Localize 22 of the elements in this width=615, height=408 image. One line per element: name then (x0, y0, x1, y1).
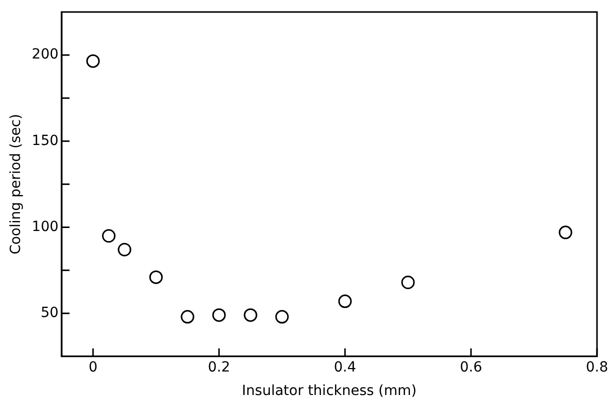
point (86, 54, 100, 68)
y-tick-label: 150 (32, 132, 59, 149)
x-tick-label: 0.8 (586, 359, 608, 376)
point (149, 270, 163, 284)
point (401, 276, 415, 290)
x-axis-title: Insulator thickness (mm) (242, 383, 417, 400)
x-tick-label: 0 (88, 359, 98, 376)
y-tick-label: 100 (32, 218, 59, 235)
y-tick-label: 50 (40, 304, 59, 321)
x-tick-label: 0.2 (208, 359, 230, 376)
x-tick-label: 0.6 (460, 359, 482, 376)
point (558, 226, 572, 240)
point (275, 310, 289, 324)
point (244, 308, 258, 322)
x-tick-label: 0.4 (334, 359, 356, 376)
point (102, 229, 116, 243)
y-axis-title: Cooling period (sec) (8, 114, 24, 254)
point (212, 308, 226, 322)
y-tick-label: 200 (32, 46, 59, 63)
point (118, 242, 132, 256)
point (180, 310, 194, 324)
point (338, 294, 352, 308)
